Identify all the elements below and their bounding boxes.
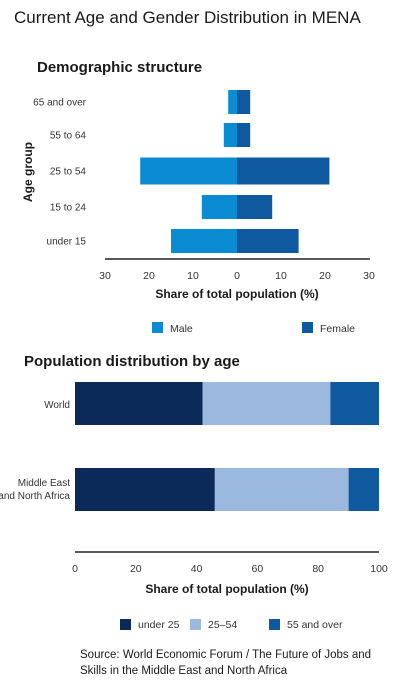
bar-25-54-middle-east-and-north-africa <box>214 468 349 511</box>
chart2-title: Population distribution by age <box>24 353 240 370</box>
demographic-chart: Demographic structure Age group 65 and o… <box>21 59 375 335</box>
chart1-x-axis-label: Share of total population (%) <box>155 287 318 301</box>
bar-25-54-world <box>202 382 331 425</box>
bar-under-25-world <box>75 382 203 425</box>
page-title: Current Age and Gender Distribution in M… <box>14 8 361 27</box>
legend-label-under-25: under 25 <box>138 619 180 631</box>
bar-male-under-15 <box>171 229 237 253</box>
category-label: under 15 <box>47 237 87 248</box>
x-tick-label: 0 <box>72 563 78 575</box>
category-label: 65 and over <box>33 98 86 109</box>
legend-label-55-and-over: 55 and over <box>287 619 343 631</box>
bar-female-15-to-24 <box>237 195 273 219</box>
bar-under-25-middle-east-and-north-africa <box>75 468 215 511</box>
bar-male-15-to-24 <box>201 195 237 219</box>
legend-swatch-under-25 <box>120 619 131 630</box>
legend-swatch-male <box>152 322 163 333</box>
x-tick-label: 80 <box>312 563 324 575</box>
bar-male-65-and-over <box>228 90 237 114</box>
bar-male-25-to-54 <box>140 157 237 185</box>
x-tick-label: 20 <box>143 270 155 282</box>
chart2-x-axis-label: Share of total population (%) <box>145 582 308 596</box>
category-label: 25 to 54 <box>50 167 87 178</box>
legend-swatch-25-54 <box>190 619 201 630</box>
bar-female-55-to-64 <box>237 123 251 147</box>
bar-55-and-over-world <box>330 382 379 425</box>
bar-male-55-to-64 <box>223 123 237 147</box>
x-tick-label: 30 <box>99 270 111 282</box>
x-tick-label: 40 <box>191 563 203 575</box>
population-distribution-chart: Population distribution by age World Midd… <box>0 353 388 631</box>
x-tick-label: 20 <box>319 270 331 282</box>
bar-55-and-over-middle-east-and-north-africa <box>348 468 379 511</box>
category-label: 55 to 64 <box>50 131 87 142</box>
chart1-title: Demographic structure <box>37 59 202 76</box>
bar-female-under-15 <box>237 229 299 253</box>
bar-female-25-to-54 <box>237 157 330 185</box>
category-label: Middle East and North Africa <box>0 478 70 502</box>
legend-label-25-54: 25–54 <box>208 619 237 631</box>
x-tick-label: 10 <box>187 270 199 282</box>
legend-label-female: Female <box>320 323 355 335</box>
legend-label-male: Male <box>170 323 193 335</box>
chart1-y-axis-label: Age group <box>21 142 35 202</box>
chart-canvas: Demographic structure Age group 65 and o… <box>0 59 388 631</box>
x-tick-label: 60 <box>252 563 264 575</box>
source-note: Source: World Economic Forum / The Futur… <box>80 649 372 677</box>
x-tick-label: 0 <box>234 270 240 282</box>
legend-swatch-55-and-over <box>269 619 280 630</box>
legend-swatch-female <box>302 322 313 333</box>
bar-female-65-and-over <box>237 90 251 114</box>
category-label: 15 to 24 <box>50 203 87 214</box>
x-tick-label: 100 <box>370 563 388 575</box>
x-tick-label: 10 <box>275 270 287 282</box>
x-tick-label: 30 <box>363 270 375 282</box>
category-label: World <box>44 400 70 411</box>
x-tick-label: 20 <box>130 563 142 575</box>
